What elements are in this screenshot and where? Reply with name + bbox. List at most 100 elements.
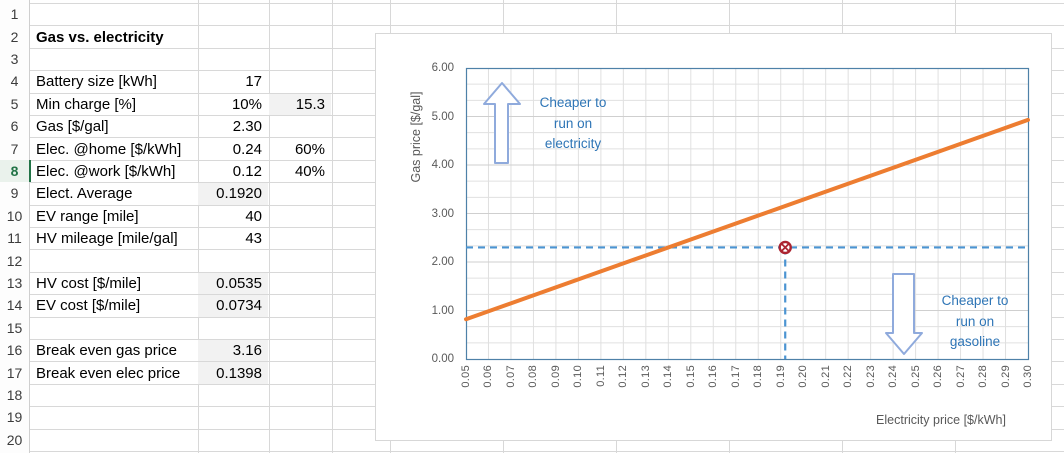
x-tick-0.16: 0.16	[707, 365, 720, 388]
cell-A4[interactable]: Battery size [kWh]	[36, 73, 157, 91]
cell-B6[interactable]: 2.30	[232, 118, 262, 136]
row-header-18[interactable]: 18	[6, 386, 23, 403]
x-tick-0.12: 0.12	[617, 365, 630, 388]
annotation-line: run on	[553, 115, 593, 131]
row-header-15[interactable]: 15	[6, 319, 23, 336]
x-tick-0.15: 0.15	[684, 365, 697, 388]
sheet-gridline-v	[198, 0, 199, 453]
cell-A6[interactable]: Gas [$/gal]	[36, 118, 109, 136]
row-header-6[interactable]: 6	[10, 118, 19, 135]
sheet-gridline-h	[0, 25, 1064, 27]
row-header-16[interactable]: 16	[6, 342, 23, 359]
cell-C7[interactable]: 60%	[294, 140, 325, 158]
cell-B13[interactable]: 0.0535	[198, 272, 268, 295]
row-header-13[interactable]: 13	[6, 274, 23, 291]
marker-x	[781, 243, 790, 252]
cell-A7[interactable]: Elec. @home [$/kWh]	[36, 140, 182, 158]
cell-A9[interactable]: Elect. Average	[36, 185, 133, 203]
cell-B5[interactable]: 10%	[231, 95, 262, 113]
cell-C5[interactable]: 15.3	[269, 93, 331, 115]
cell-A17[interactable]: Break even elec price	[36, 364, 181, 382]
cell-B11[interactable]: 43	[245, 230, 262, 248]
x-tick-0.30: 0.30	[1022, 365, 1034, 388]
row-header-10[interactable]: 10	[6, 207, 23, 224]
up-arrow-icon	[483, 82, 521, 164]
row-header-1[interactable]: 1	[10, 6, 19, 23]
sheet-gridline-v	[332, 0, 333, 453]
annotation-line: Cheaper to	[539, 95, 607, 110]
y-tick-3.00: 3.00	[431, 207, 454, 220]
x-tick-0.21: 0.21	[819, 365, 832, 388]
row-header-4[interactable]: 4	[10, 73, 19, 90]
row-header-8[interactable]: 8	[0, 159, 29, 183]
y-tick-0.00: 0.00	[431, 353, 454, 365]
x-tick-0.17: 0.17	[729, 365, 742, 388]
row-header-20[interactable]: 20	[6, 431, 23, 448]
y-tick-1.00: 1.00	[431, 304, 454, 317]
cell-A11[interactable]: HV mileage [mile/gal]	[36, 230, 178, 248]
cell-B17[interactable]: 0.1398	[198, 362, 268, 384]
gas-vs-electricity-chart[interactable]: 0.00 1.00 2.00 3.00 4.00 5.00 6.00 0.05 0.06 0.0…	[375, 33, 1052, 441]
cell-B7[interactable]: 0.24	[232, 140, 262, 158]
cell-A8[interactable]: Elec. @work [$/kWh]	[36, 162, 176, 180]
x-tick-0.28: 0.28	[977, 365, 990, 388]
x-tick-0.08: 0.08	[527, 365, 540, 388]
x-tick-0.23: 0.23	[864, 365, 877, 388]
cell-A14[interactable]: EV cost [$/mile]	[36, 297, 141, 315]
x-tick-0.29: 0.29	[999, 365, 1012, 388]
y-tick-6.00: 6.00	[431, 62, 454, 74]
annotation-line: run on	[955, 313, 995, 329]
x-tick-0.19: 0.19	[774, 365, 787, 388]
row-header-2[interactable]: 2	[10, 28, 19, 45]
cell-A10[interactable]: EV range [mile]	[36, 207, 139, 225]
x-tick-0.06: 0.06	[482, 365, 495, 388]
row-header-3[interactable]: 3	[10, 50, 19, 67]
cell-A5[interactable]: Min charge [%]	[36, 95, 137, 113]
cell-B9[interactable]: 0.1920	[198, 183, 268, 205]
cell-A2[interactable]: Gas vs. electricity	[36, 28, 164, 46]
active-cell-indicator	[29, 159, 31, 183]
y-tick-4.00: 4.00	[431, 159, 454, 171]
cell-B8[interactable]: 0.12	[232, 162, 262, 180]
y-axis-title: Gas price [$/gal]	[409, 91, 423, 183]
row-header-14[interactable]: 14	[6, 297, 23, 314]
row-header-19[interactable]: 19	[6, 409, 23, 426]
annotation-line: gasoline	[949, 334, 1001, 349]
x-axis-title: Electricity price [$/kWh]	[876, 413, 1006, 427]
cell-B10[interactable]: 40	[245, 207, 262, 225]
x-tick-0.24: 0.24	[887, 365, 900, 388]
x-tick-0.22: 0.22	[842, 365, 855, 388]
plot-area-border	[465, 67, 1030, 361]
row-header-7[interactable]: 7	[10, 140, 19, 157]
x-tick-0.05: 0.05	[460, 365, 472, 388]
x-tick-0.13: 0.13	[639, 365, 652, 388]
x-tick-0.14: 0.14	[662, 365, 675, 388]
x-tick-0.26: 0.26	[932, 365, 945, 388]
x-tick-0.09: 0.09	[549, 365, 562, 388]
x-tick-0.11: 0.11	[594, 365, 607, 387]
row-header-11[interactable]: 11	[7, 230, 22, 247]
x-tick-0.07: 0.07	[504, 365, 517, 388]
breakeven-line	[464, 117, 1030, 322]
x-tick-0.25: 0.25	[909, 365, 922, 388]
annotation-line: Cheaper to	[941, 293, 1009, 308]
cell-B4[interactable]: 17	[245, 73, 262, 91]
sheet-gridline-h	[0, 3, 1064, 4]
row-header-5[interactable]: 5	[10, 95, 19, 112]
annotation-cheaper-electricity: Cheaper to run on electricity	[513, 93, 633, 155]
sheet-gridline-h	[0, 451, 1064, 452]
cell-A13[interactable]: HV cost [$/mile]	[36, 274, 142, 292]
y-tick-5.00: 5.00	[431, 110, 454, 123]
row-header-17[interactable]: 17	[6, 364, 23, 381]
row-number-gutter: 1 2 3 4 5 6 7 8 9 10 11 12 13 14 15 16 17 18 19 20	[0, 0, 30, 453]
cell-B16[interactable]: 3.16	[198, 340, 268, 362]
row-header-9[interactable]: 9	[10, 185, 19, 202]
cell-C8[interactable]: 40%	[294, 162, 325, 180]
row-header-12[interactable]: 12	[6, 252, 23, 269]
reference-dashed-lines	[466, 246, 1028, 359]
cell-B14[interactable]: 0.0734	[198, 295, 268, 317]
breakeven-line-series	[464, 117, 1030, 322]
cell-A16[interactable]: Break even gas price	[36, 342, 177, 360]
x-tick-0.18: 0.18	[752, 365, 765, 388]
